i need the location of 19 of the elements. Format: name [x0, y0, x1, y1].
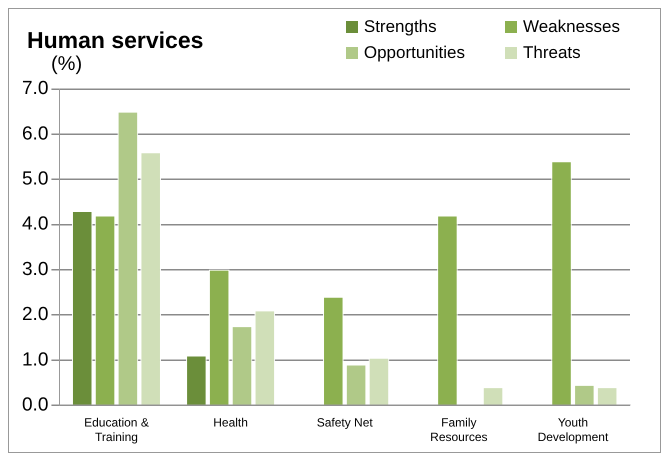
legend-label: Opportunities	[364, 43, 465, 63]
x-tick-label: Health	[213, 416, 248, 430]
y-tick-label: 2.0	[22, 304, 48, 326]
y-tick-label: 1.0	[22, 349, 48, 370]
y-tick-label: 0.0	[22, 394, 48, 416]
y-tick-label: 6.0	[22, 123, 48, 144]
y-tick-label: 3.0	[22, 258, 48, 280]
x-tick-label: Safety Net	[316, 416, 374, 430]
legend-label: Weaknesses	[522, 17, 620, 37]
x-tick-label: Youth Development	[538, 416, 609, 444]
legend-label: Strengths	[364, 17, 437, 37]
x-tick-label: Family Resources	[430, 416, 488, 444]
y-axis-title: (%)	[51, 53, 82, 76]
x-tick-label: Education & Training	[84, 416, 149, 444]
chart-title: Human services	[27, 27, 204, 54]
y-tick-label: 4.0	[22, 214, 48, 235]
legend-label: Threats	[522, 43, 581, 63]
y-tick-label: 7.0	[22, 78, 48, 100]
y-tick-label: 5.0	[22, 168, 48, 190]
